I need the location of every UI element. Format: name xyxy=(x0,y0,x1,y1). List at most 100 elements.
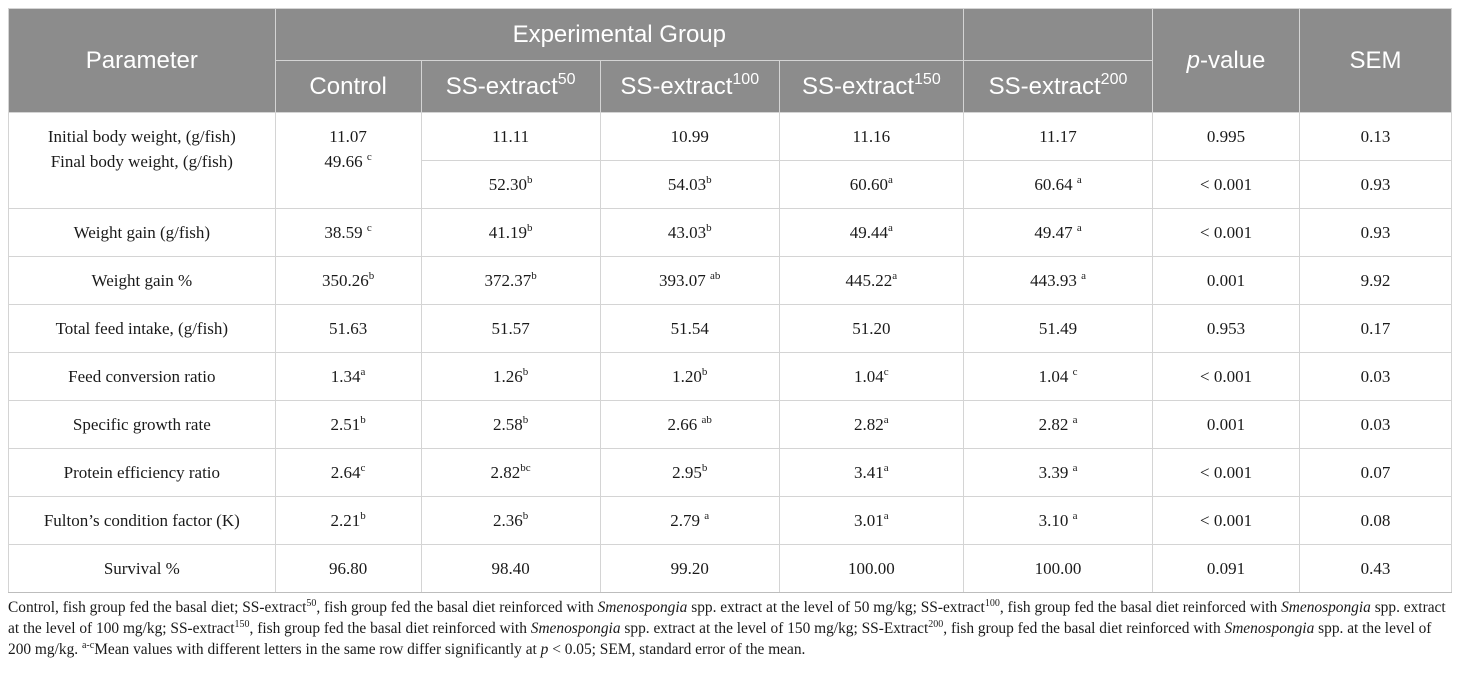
cell-ss-extract-150: 445.22a xyxy=(778,256,964,305)
table-row: Weight gain (g/fish) 38.59 c 41.19b 43.0… xyxy=(8,208,1452,257)
cell-ss-extract-200: 49.47 a xyxy=(962,208,1154,257)
cell-ss-extract-100: 393.07 ab xyxy=(599,256,780,305)
table-row: Weight gain % 350.26b 372.37b 393.07 ab … xyxy=(8,256,1452,305)
cell-ss-extract-50: 372.37b xyxy=(420,256,601,305)
cell-ss-extract-50: 52.30b xyxy=(420,160,601,209)
cell-p-value: < 0.001 xyxy=(1152,352,1300,401)
cell-sem: 0.13 xyxy=(1299,112,1452,161)
cell-ss-extract-200: 51.49 xyxy=(962,304,1154,353)
cell-ss-extract-200: 443.93 a xyxy=(962,256,1154,305)
row-label: Weight gain (g/fish) xyxy=(8,208,276,257)
cell-ss-extract-150: 100.00 xyxy=(778,544,964,593)
cell-p-value: < 0.001 xyxy=(1152,208,1300,257)
cell-ss-extract-150: 2.82a xyxy=(778,400,964,449)
cell-ss-extract-50: 2.58b xyxy=(420,400,601,449)
cell-p-value: < 0.001 xyxy=(1152,160,1300,209)
table-row: Survival % 96.80 98.40 99.20 100.00 100.… xyxy=(8,544,1452,593)
table-row: Feed conversion ratio 1.34a 1.26b 1.20b … xyxy=(8,352,1452,401)
cell-ss-extract-150: 3.01a xyxy=(778,496,964,545)
cell-sem: 0.03 xyxy=(1299,400,1452,449)
cell-p-value: 0.953 xyxy=(1152,304,1300,353)
cell-ss-extract-100: 43.03b xyxy=(599,208,780,257)
col-header-sem: SEM xyxy=(1299,8,1452,113)
row-label: Survival % xyxy=(8,544,276,593)
cell-sem: 0.07 xyxy=(1299,448,1452,497)
cell-sem: 0.93 xyxy=(1299,208,1452,257)
col-header-control: Control xyxy=(274,60,422,113)
cell-control: 2.21b xyxy=(274,496,422,545)
cell-ss-extract-50: 51.57 xyxy=(420,304,601,353)
cell-ss-extract-50: 1.26b xyxy=(420,352,601,401)
cell-ss-extract-200: 2.82 a xyxy=(962,400,1154,449)
cell-ss-extract-100: 2.95b xyxy=(599,448,780,497)
row-label: Total feed intake, (g/fish) xyxy=(8,304,276,353)
cell-ss-extract-100: 51.54 xyxy=(599,304,780,353)
row-label: Feed conversion ratio xyxy=(8,352,276,401)
cell-ss-extract-200: 3.39 a xyxy=(962,448,1154,497)
cell-control: 51.63 xyxy=(274,304,422,353)
cell-ss-extract-150: 51.20 xyxy=(778,304,964,353)
col-header-ss-extract-100: SS-extract100 xyxy=(599,60,780,113)
cell-control: 2.51b xyxy=(274,400,422,449)
cell-control: 96.80 xyxy=(274,544,422,593)
cell-control: 38.59 c xyxy=(274,208,422,257)
cell-ss-extract-50: 2.82bc xyxy=(420,448,601,497)
col-header-ss-extract-50: SS-extract50 xyxy=(420,60,601,113)
cell-ss-extract-50: 41.19b xyxy=(420,208,601,257)
table-row: Specific growth rate 2.51b 2.58b 2.66 ab… xyxy=(8,400,1452,449)
cell-ss-extract-50: 2.36b xyxy=(420,496,601,545)
cell-sem: 9.92 xyxy=(1299,256,1452,305)
cell-p-value: 0.995 xyxy=(1152,112,1300,161)
row-label: Protein efficiency ratio xyxy=(8,448,276,497)
table-row: 52.30b 54.03b 60.60a 60.64 a < 0.001 0.9… xyxy=(9,160,1452,209)
table-row: Fulton’s condition factor (K) 2.21b 2.36… xyxy=(8,496,1452,545)
cell-ss-extract-150: 60.60a xyxy=(778,160,964,209)
results-table: Parameter Experimental Group p-value SEM… xyxy=(8,8,1452,593)
row-label: Fulton’s condition factor (K) xyxy=(8,496,276,545)
cell-ss-extract-100: 2.66 ab xyxy=(599,400,780,449)
cell-ss-extract-200: 11.17 xyxy=(962,112,1154,161)
cell-ss-extract-100: 2.79 a xyxy=(599,496,780,545)
col-header-p-value: p-value xyxy=(1152,8,1300,113)
cell-sem: 0.43 xyxy=(1299,544,1452,593)
cell-ss-extract-100: 1.20b xyxy=(599,352,780,401)
cell-p-value: 0.001 xyxy=(1152,256,1300,305)
row-label: Initial body weight, (g/fish) Final body … xyxy=(8,112,276,209)
cell-control: 11.07 49.66 c xyxy=(274,112,422,209)
cell-ss-extract-200: 100.00 xyxy=(962,544,1154,593)
cell-ss-extract-100: 54.03b xyxy=(599,160,780,209)
cell-sem: 0.17 xyxy=(1299,304,1452,353)
table-row: Total feed intake, (g/fish) 51.63 51.57 … xyxy=(8,304,1452,353)
cell-ss-extract-150: 1.04c xyxy=(778,352,964,401)
cell-ss-extract-200: 3.10 a xyxy=(962,496,1154,545)
table-row: Initial body weight, (g/fish) Final body … xyxy=(8,112,1452,209)
table-row: Protein efficiency ratio 2.64c 2.82bc 2.… xyxy=(8,448,1452,497)
cell-ss-extract-100: 10.99 xyxy=(599,112,780,161)
cell-ss-extract-200: 60.64 a xyxy=(962,160,1154,209)
cell-control: 1.34a xyxy=(274,352,422,401)
col-header-ss-extract-200: SS-extract200 xyxy=(962,60,1154,113)
table-footnote: Control, fish group fed the basal diet; … xyxy=(8,598,1446,659)
cell-sem: 0.03 xyxy=(1299,352,1452,401)
cell-ss-extract-150: 3.41a xyxy=(778,448,964,497)
cell-sem: 0.93 xyxy=(1299,160,1452,209)
cell-ss-extract-200: 1.04 c xyxy=(962,352,1154,401)
cell-control: 350.26b xyxy=(274,256,422,305)
cell-p-value: < 0.001 xyxy=(1152,448,1300,497)
cell-sem: 0.08 xyxy=(1299,496,1452,545)
col-header-experimental-group: Experimental Group xyxy=(274,8,964,61)
cell-control: 2.64c xyxy=(274,448,422,497)
cell-p-value: 0.091 xyxy=(1152,544,1300,593)
row-label: Weight gain % xyxy=(8,256,276,305)
row-label: Specific growth rate xyxy=(8,400,276,449)
cell-ss-extract-100: 99.20 xyxy=(599,544,780,593)
col-header-parameter: Parameter xyxy=(8,8,276,113)
cell-ss-extract-50: 11.11 xyxy=(420,112,601,161)
cell-ss-extract-150: 49.44a xyxy=(778,208,964,257)
col-header-ss-extract-150: SS-extract150 xyxy=(778,60,964,113)
cell-p-value: < 0.001 xyxy=(1152,496,1300,545)
cell-p-value: 0.001 xyxy=(1152,400,1300,449)
cell-ss-extract-150: 11.16 xyxy=(778,112,964,161)
col-header-blank xyxy=(962,8,1154,61)
cell-ss-extract-50: 98.40 xyxy=(420,544,601,593)
